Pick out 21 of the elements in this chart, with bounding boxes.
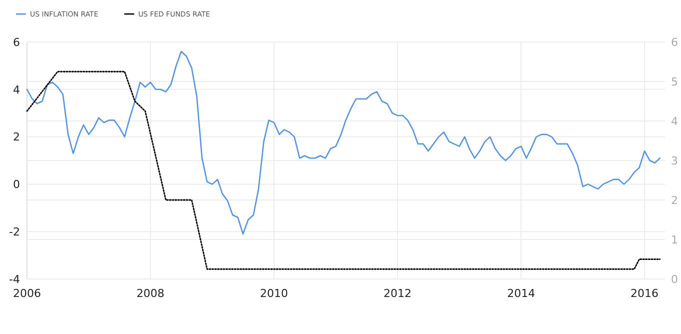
y-tick-label: 6 (13, 36, 20, 49)
y-tick-label: -2 (9, 225, 20, 238)
x-tick-label: 2016 (630, 287, 659, 300)
y2-tick-label: 0 (671, 272, 678, 286)
y2-tick-label: 5 (671, 75, 678, 88)
y-tick-label: -4 (9, 272, 20, 286)
y2-tick-label: 2 (671, 194, 678, 207)
y-tick-label: 0 (13, 178, 20, 192)
y2-tick-label: 1 (671, 233, 678, 246)
x-tick-label: 2014 (507, 287, 536, 300)
line-series (26, 50, 661, 235)
y-tick-label: 2 (13, 130, 20, 144)
x-tick-label: 2010 (260, 287, 288, 300)
x-tick-label: 2006 (13, 287, 41, 300)
x-tick-label: 2008 (136, 287, 164, 300)
y2-tick-label: 6 (671, 36, 678, 49)
line-series (26, 70, 661, 270)
y2-tick-label: 3 (671, 154, 678, 168)
y-tick-label: 4 (13, 83, 20, 96)
x-tick-label: 2012 (383, 287, 412, 300)
y2-tick-label: 4 (671, 114, 678, 128)
